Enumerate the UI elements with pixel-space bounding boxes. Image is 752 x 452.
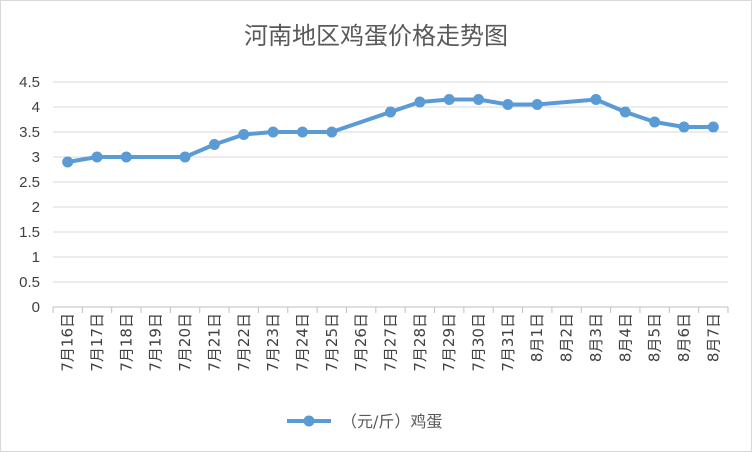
y-axis-tick-labels: 0 0.5 1 1.5 2 2.5 3 3.5 4 4.5 bbox=[19, 74, 40, 316]
data-point bbox=[208, 139, 220, 150]
x-tick-label: 7月30日 bbox=[470, 313, 488, 372]
y-tick-label: 1.5 bbox=[19, 224, 40, 241]
x-tick-label: 7月27日 bbox=[382, 313, 400, 372]
x-tick-label: 7月29日 bbox=[440, 313, 458, 372]
data-point bbox=[120, 151, 132, 163]
x-tick-label: 7月28日 bbox=[411, 313, 429, 372]
data-point bbox=[267, 126, 279, 138]
x-tick-label: 7月26日 bbox=[352, 313, 370, 372]
x-tick-label: 8月1日 bbox=[528, 313, 546, 362]
chart-title: 河南地区鸡蛋价格走势图 bbox=[244, 22, 508, 50]
data-point bbox=[502, 99, 514, 110]
x-tick-label: 7月18日 bbox=[117, 313, 135, 372]
x-tick-label: 8月3日 bbox=[587, 313, 605, 362]
data-point bbox=[296, 126, 308, 138]
x-tick-label: 7月16日 bbox=[59, 313, 77, 372]
y-tick-label: 4 bbox=[32, 99, 40, 116]
x-tick-label: 7月25日 bbox=[323, 313, 341, 372]
data-point bbox=[62, 156, 74, 168]
data-point bbox=[326, 126, 338, 138]
data-point bbox=[179, 151, 191, 163]
x-tick-label: 7月17日 bbox=[88, 313, 106, 372]
x-axis-tick-labels: 7月16日 7月17日 7月18日 7月19日 7月20日 7月21日 7月22日 7月23日… bbox=[59, 313, 723, 372]
data-point bbox=[91, 151, 103, 163]
data-point bbox=[385, 106, 396, 118]
y-tick-label: 2.5 bbox=[19, 174, 40, 191]
x-tick-label: 8月5日 bbox=[646, 313, 664, 362]
legend: （元/斤）鸡蛋 bbox=[287, 412, 442, 431]
x-tick-label: 8月6日 bbox=[675, 313, 693, 362]
x-axis bbox=[52, 306, 729, 313]
data-point bbox=[619, 106, 631, 118]
data-point bbox=[473, 94, 485, 105]
y-tick-label: 1 bbox=[32, 249, 40, 266]
x-tick-label: 7月22日 bbox=[235, 313, 253, 372]
x-tick-label: 8月7日 bbox=[704, 313, 722, 362]
x-tick-label: 8月2日 bbox=[558, 313, 576, 362]
y-tick-label: 4.5 bbox=[19, 74, 40, 91]
data-point bbox=[443, 94, 455, 105]
y-tick-label: 3 bbox=[32, 149, 40, 166]
y-tick-label: 0 bbox=[32, 299, 40, 316]
y-tick-label: 2 bbox=[32, 199, 40, 216]
legend-series-marker bbox=[303, 415, 315, 427]
x-tick-label: 7月20日 bbox=[176, 313, 194, 372]
data-point bbox=[678, 121, 690, 133]
data-point bbox=[707, 121, 719, 133]
y-tick-label: 0.5 bbox=[19, 274, 40, 291]
data-point bbox=[238, 129, 250, 140]
data-point bbox=[531, 99, 543, 110]
data-point bbox=[649, 116, 661, 128]
x-tick-label: 7月21日 bbox=[205, 313, 223, 372]
data-point bbox=[414, 96, 426, 108]
x-tick-label: 7月24日 bbox=[293, 313, 311, 372]
data-point bbox=[590, 94, 602, 105]
y-tick-label: 3.5 bbox=[19, 124, 40, 141]
x-tick-label: 7月23日 bbox=[264, 313, 282, 372]
x-tick-label: 7月31日 bbox=[499, 313, 517, 372]
series-layer bbox=[62, 94, 719, 168]
x-tick-label: 7月19日 bbox=[147, 313, 165, 372]
x-tick-label: 8月4日 bbox=[616, 313, 634, 362]
legend-series-label: （元/斤）鸡蛋 bbox=[341, 412, 442, 431]
